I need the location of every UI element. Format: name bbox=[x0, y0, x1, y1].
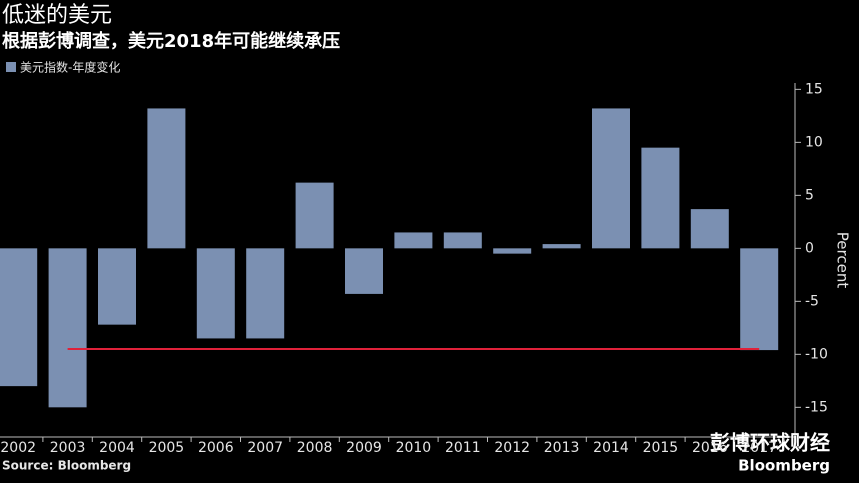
bar bbox=[592, 108, 630, 249]
bar bbox=[641, 147, 680, 249]
x-tick-label: 2012 bbox=[494, 440, 530, 456]
x-tick-label: 2007 bbox=[247, 440, 283, 456]
y-tick-label: 5 bbox=[805, 187, 814, 203]
bar bbox=[246, 248, 285, 339]
x-tick-label: 2002 bbox=[0, 440, 36, 456]
y-axis-title: Percent bbox=[834, 232, 852, 289]
source: Source: Bloomberg bbox=[2, 459, 131, 473]
bar bbox=[493, 248, 532, 254]
bar bbox=[48, 248, 87, 408]
bar bbox=[542, 244, 581, 249]
bar bbox=[147, 108, 186, 249]
y-tick-label: 0 bbox=[805, 240, 814, 256]
bar bbox=[196, 248, 235, 339]
logo: Bloomberg bbox=[738, 457, 830, 475]
y-tick-label: -15 bbox=[805, 399, 828, 415]
y-tick-label: 15 bbox=[805, 81, 823, 97]
x-tick-label: 2013 bbox=[544, 440, 580, 456]
x-tick-label: 2006 bbox=[198, 440, 234, 456]
watermark: 彭博环球财经 bbox=[710, 431, 830, 455]
x-tick-label: 2014 bbox=[593, 440, 629, 456]
x-tick-label: 2005 bbox=[149, 440, 185, 456]
bar bbox=[0, 248, 38, 387]
bar bbox=[443, 232, 482, 249]
bar bbox=[394, 232, 433, 249]
bar bbox=[345, 248, 383, 294]
x-tick-label: 2009 bbox=[346, 440, 382, 456]
legend-label: 美元指数-年度变化 bbox=[20, 60, 120, 75]
x-tick-label: 2011 bbox=[445, 440, 481, 456]
x-tick-label: 2017 bbox=[741, 440, 777, 456]
bar bbox=[98, 248, 136, 325]
chart-subtitle: 根据彭博调查，美元2018年可能继续承压 bbox=[2, 30, 340, 52]
legend-swatch bbox=[6, 62, 16, 72]
x-tick-label: 2016 bbox=[692, 440, 728, 456]
y-tick-label: -10 bbox=[805, 346, 828, 362]
bar bbox=[740, 248, 779, 351]
x-tick-label: 2015 bbox=[643, 440, 679, 456]
bar bbox=[690, 209, 729, 249]
x-tick-label: 2003 bbox=[50, 440, 86, 456]
y-tick-label: 10 bbox=[805, 134, 823, 150]
x-tick-label: 2010 bbox=[396, 440, 432, 456]
x-tick-label: 2008 bbox=[297, 440, 333, 456]
bar bbox=[295, 182, 334, 249]
y-tick-label: -5 bbox=[805, 293, 819, 309]
x-tick-label: 2004 bbox=[99, 440, 135, 456]
chart-title: 低迷的美元 bbox=[2, 3, 112, 28]
